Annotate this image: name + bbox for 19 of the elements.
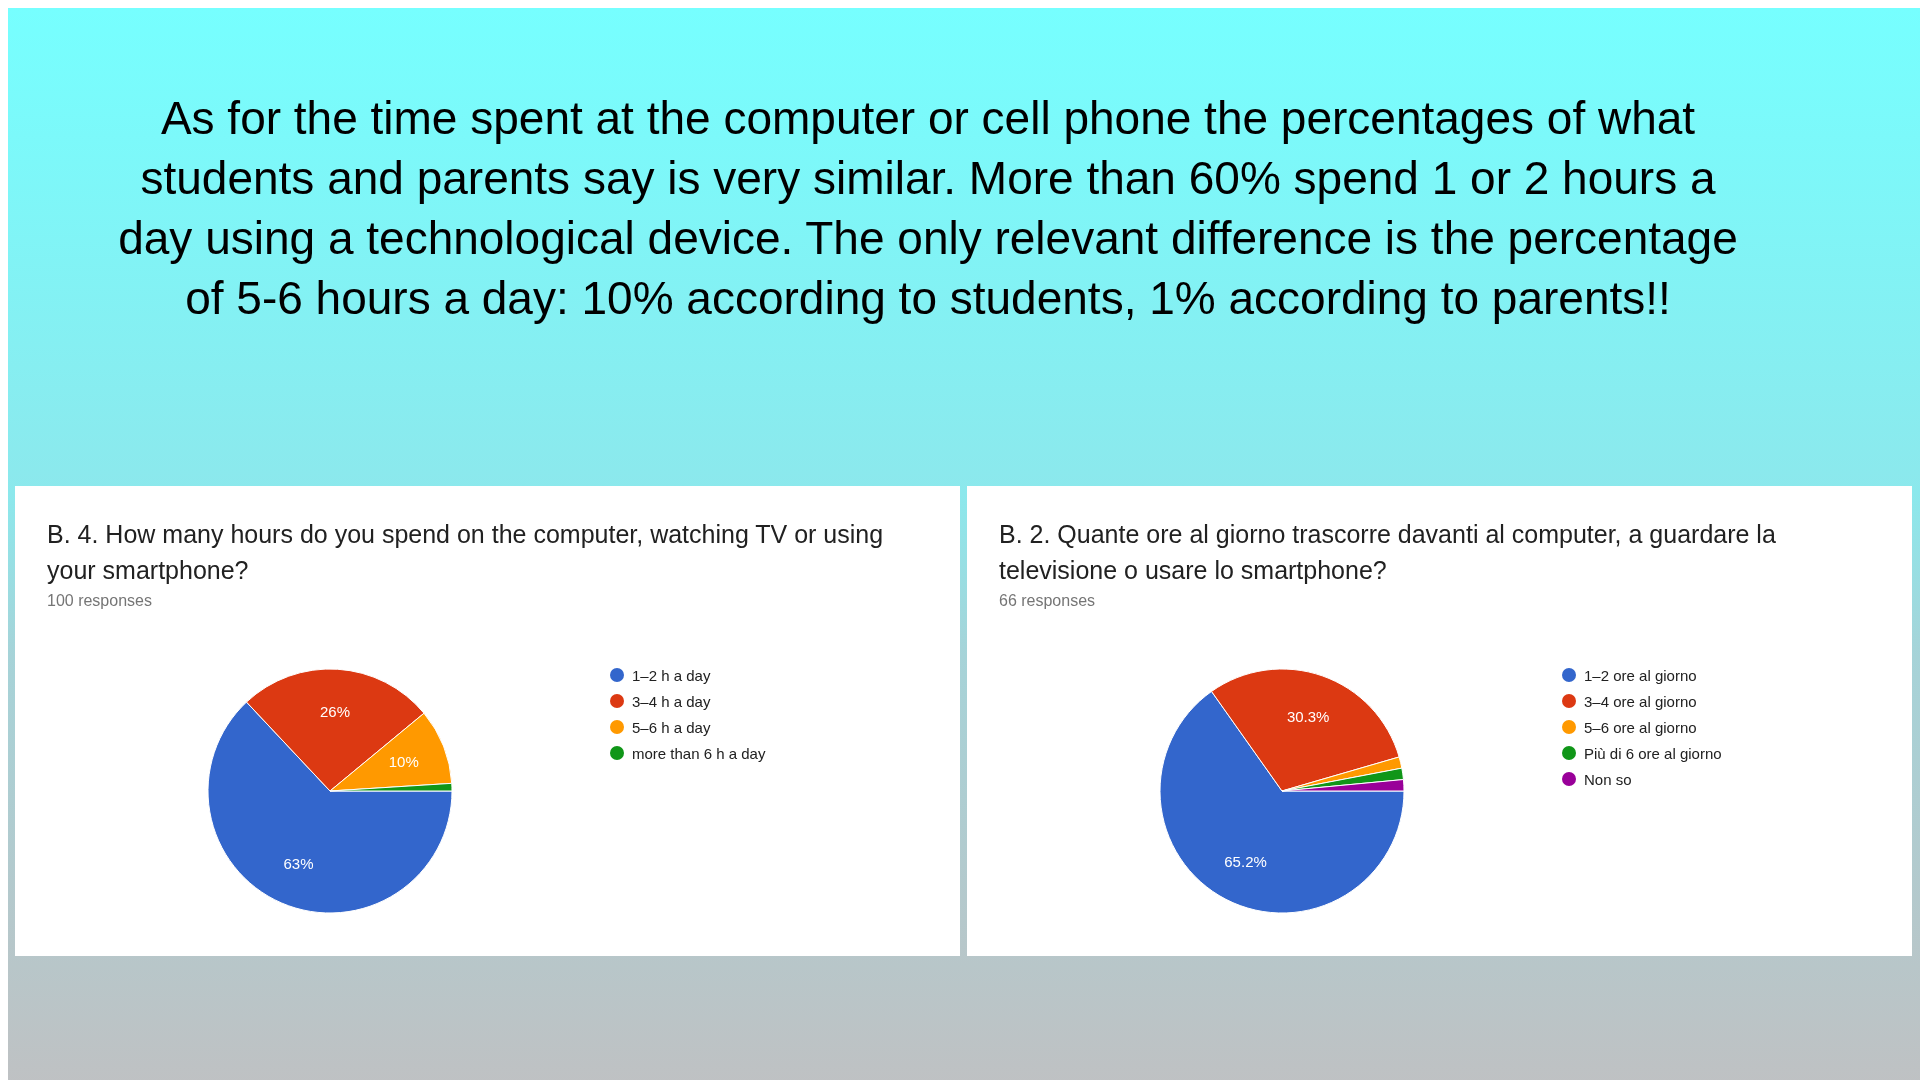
legend-label: 3–4 h a day — [632, 692, 711, 710]
text: As for the time spent at the computer or cell phone the percentages of what students and parents say is very similar. More than 60% spend 1 or 2 hours a day using a technological device. The only relevant difference is the percentage of 5-6 hours a day: 10% according to students, 1% according to parents!! — [117, 91, 1739, 326]
legend-label: more than 6 h a day — [632, 744, 766, 762]
legend-label: Più di 6 ore al giorno — [1584, 744, 1722, 762]
data-label: 10% — [388, 753, 419, 771]
legend-label: 1–2 h a day — [632, 666, 711, 684]
data-label: 63% — [283, 855, 314, 873]
data-label: 30.3% — [1286, 707, 1330, 725]
chart-subtitle: 100 responses — [47, 592, 152, 610]
legend-label: Non so — [1584, 770, 1632, 788]
chart-subtitle: 66 responses — [999, 592, 1096, 610]
data-label: 65.2% — [1224, 852, 1267, 870]
legend-label: 3–4 ore al giorno — [1584, 692, 1697, 710]
legend-label: 5–6 h a day — [632, 718, 711, 736]
legend-label: 5–6 ore al giorno — [1584, 718, 1697, 736]
legend-label: 1–2 ore al giorno — [1584, 666, 1697, 684]
chart-title: B. 2. Quante ore al giorno trascorre davanti al computer, a guardare la televisione o usare lo smartphone? — [999, 519, 1777, 586]
chart-title: B. 4. How many hours do you spend on the computer, watching TV or using your smartphone? — [47, 519, 885, 586]
data-label: 26% — [319, 703, 350, 721]
